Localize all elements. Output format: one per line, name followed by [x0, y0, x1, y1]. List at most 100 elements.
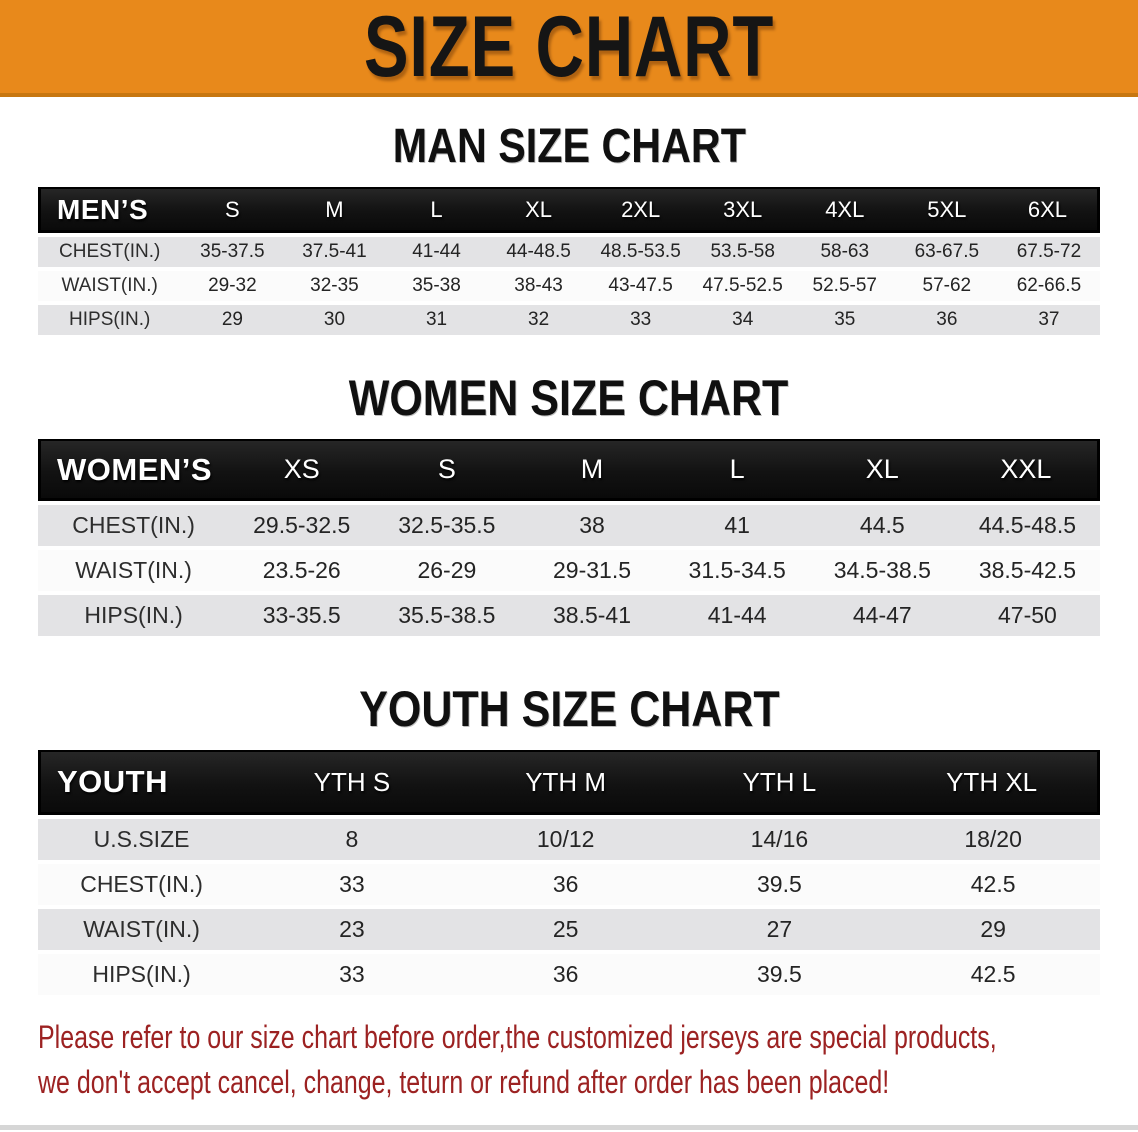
size-column-header: XXL: [954, 439, 1100, 501]
section-heading: WOMEN SIZE CHART: [0, 373, 1138, 423]
size-column-header: 5XL: [895, 187, 998, 233]
size-column-header: XL: [809, 439, 955, 501]
size-table: MEN’S S M L XL 2XL 3XL 4XL 5XL 6XL CHEST(IN.) 35-37…: [38, 183, 1100, 339]
size-column-header: L: [664, 439, 810, 501]
size-value-cell: 29: [221, 309, 243, 330]
size-value-cell: 36: [552, 961, 579, 987]
table-row: WAIST(IN.) 29-32 32-35 35-38 38-43 43-47.5 47.…: [38, 271, 1100, 301]
size-value-cell: 25: [552, 916, 579, 942]
notice-line-2-text: we don't accept cancel, change, teturn o…: [38, 1064, 890, 1101]
size-value-cell: 33: [630, 309, 652, 330]
size-sections: MAN SIZE CHART MEN’S S M L XL 2XL 3XL 4XL 5XL 6XL C…: [0, 123, 1138, 999]
size-column-header: 3XL: [691, 187, 794, 233]
size-column-header: 4XL: [793, 187, 896, 233]
size-value-cell: 39.5: [756, 961, 802, 987]
size-value-cell: 41: [724, 512, 750, 538]
size-column-header: M: [283, 187, 386, 233]
row-label: CHEST(IN.): [72, 512, 195, 538]
row-label: WAIST(IN.): [83, 916, 200, 942]
size-column-header: 2XL: [589, 187, 692, 233]
size-value-cell: 31: [425, 309, 448, 330]
size-value-cell: 37: [1038, 309, 1060, 330]
size-column-header: YTH L: [672, 750, 887, 815]
notice-line-1-text: Please refer to our size chart before or…: [38, 1019, 997, 1055]
size-value-cell: 38.5-41: [553, 602, 632, 628]
size-value-cell: 32.5-35.5: [398, 512, 496, 538]
table-corner-label: YOUTH: [38, 750, 246, 815]
banner: SIZE CHART: [0, 0, 1138, 97]
table-row: CHEST(IN.) 29.5-32.5 32.5-35.5 38 41 44.5 44.5…: [38, 505, 1100, 546]
section-heading: MAN SIZE CHART: [0, 123, 1138, 171]
section-heading-text: MAN SIZE CHART: [392, 120, 746, 173]
row-label: WAIST(IN.): [75, 557, 192, 583]
size-column-header: YTH XL: [886, 750, 1100, 815]
size-value-cell: 41-44: [707, 602, 767, 628]
row-label: HIPS(IN.): [84, 602, 183, 628]
size-value-cell: 35-37.5: [200, 241, 265, 262]
table-row: HIPS(IN.) 33-35.5 35.5-38.5 38.5-41 41-44 44-…: [38, 595, 1100, 636]
size-value-cell: 38-43: [514, 275, 563, 296]
size-value-cell: 41-44: [412, 241, 461, 262]
table-row: CHEST(IN.) 33 36 39.5 42.5: [38, 864, 1100, 905]
row-label: HIPS(IN.): [92, 961, 191, 987]
size-value-cell: 26-29: [417, 557, 477, 583]
table-header-row: WOMEN’S XS S M L XL XXL: [38, 439, 1100, 501]
size-value-cell: 35.5-38.5: [398, 602, 496, 628]
size-value-cell: 62-66.5: [1016, 275, 1082, 296]
size-value-cell: 34.5-38.5: [833, 557, 931, 583]
table-row: HIPS(IN.) 33 36 39.5 42.5: [38, 954, 1100, 995]
size-value-cell: 29.5-32.5: [253, 512, 351, 538]
size-value-cell: 36: [936, 309, 958, 330]
size-table: YOUTH YTH S YTH M YTH L YTH XL U.S.SIZE 8 10/12…: [38, 746, 1100, 999]
size-column-header: L: [385, 187, 488, 233]
size-value-cell: 47-50: [998, 602, 1057, 628]
size-value-cell: 58-63: [820, 241, 870, 262]
size-value-cell: 44-47: [852, 602, 912, 628]
section-heading-text: WOMEN SIZE CHART: [349, 370, 789, 426]
size-value-cell: 53.5-58: [710, 241, 775, 262]
size-column-header: 6XL: [997, 187, 1100, 233]
size-value-cell: 33-35.5: [262, 602, 341, 628]
table-row: HIPS(IN.) 29 30 31 32 33 34 35 36 37: [38, 305, 1100, 335]
size-value-cell: 23: [339, 916, 365, 942]
order-notice: Please refer to our size chart before or…: [0, 1015, 1138, 1106]
size-column-header: XS: [229, 439, 375, 501]
size-column-header: XL: [487, 187, 590, 233]
size-value-cell: 36: [552, 871, 579, 897]
size-value-cell: 33: [339, 871, 365, 897]
section-heading-text: YOUTH SIZE CHART: [358, 681, 780, 737]
table-row: U.S.SIZE 8 10/12 14/16 18/20: [38, 819, 1100, 860]
table-row: CHEST(IN.) 35-37.5 37.5-41 41-44 44-48.5 48.5…: [38, 237, 1100, 267]
size-value-cell: 14/16: [750, 826, 809, 852]
table-corner-label: MEN’S: [38, 187, 182, 233]
size-value-cell: 29-32: [208, 275, 257, 296]
size-value-cell: 63-67.5: [914, 241, 980, 262]
section-heading: YOUTH SIZE CHART: [0, 684, 1138, 734]
size-value-cell: 44.5: [859, 512, 905, 538]
size-value-cell: 35: [834, 309, 856, 330]
table-row: WAIST(IN.) 23.5-26 26-29 29-31.5 31.5-34.5 34…: [38, 550, 1100, 591]
size-value-cell: 29: [980, 916, 1006, 942]
size-value-cell: 39.5: [756, 871, 802, 897]
size-value-cell: 32-35: [310, 275, 359, 296]
size-value-cell: 37.5-41: [302, 241, 367, 262]
size-value-cell: 67.5-72: [1016, 241, 1082, 262]
size-value-cell: 27: [766, 916, 793, 942]
row-label: U.S.SIZE: [93, 826, 190, 852]
size-column-header: M: [519, 439, 665, 501]
size-value-cell: 38: [579, 512, 605, 538]
size-value-cell: 48.5-53.5: [600, 241, 681, 262]
size-chart-section: YOUTH SIZE CHART YOUTH YTH S YTH M YTH L YTH …: [0, 684, 1138, 999]
size-value-cell: 42.5: [970, 871, 1016, 897]
size-value-cell: 44-48.5: [506, 241, 571, 262]
size-value-cell: 52.5-57: [812, 275, 877, 296]
size-value-cell: 8: [345, 826, 359, 852]
size-value-cell: 18/20: [964, 826, 1022, 852]
size-column-header: YTH M: [458, 750, 673, 815]
size-value-cell: 42.5: [970, 961, 1016, 987]
row-label: CHEST(IN.): [80, 871, 203, 897]
table-header-row: MEN’S S M L XL 2XL 3XL 4XL 5XL 6XL: [38, 187, 1100, 233]
table-header-row: YOUTH YTH S YTH M YTH L YTH XL: [38, 750, 1100, 815]
row-label: CHEST(IN.): [59, 241, 161, 262]
